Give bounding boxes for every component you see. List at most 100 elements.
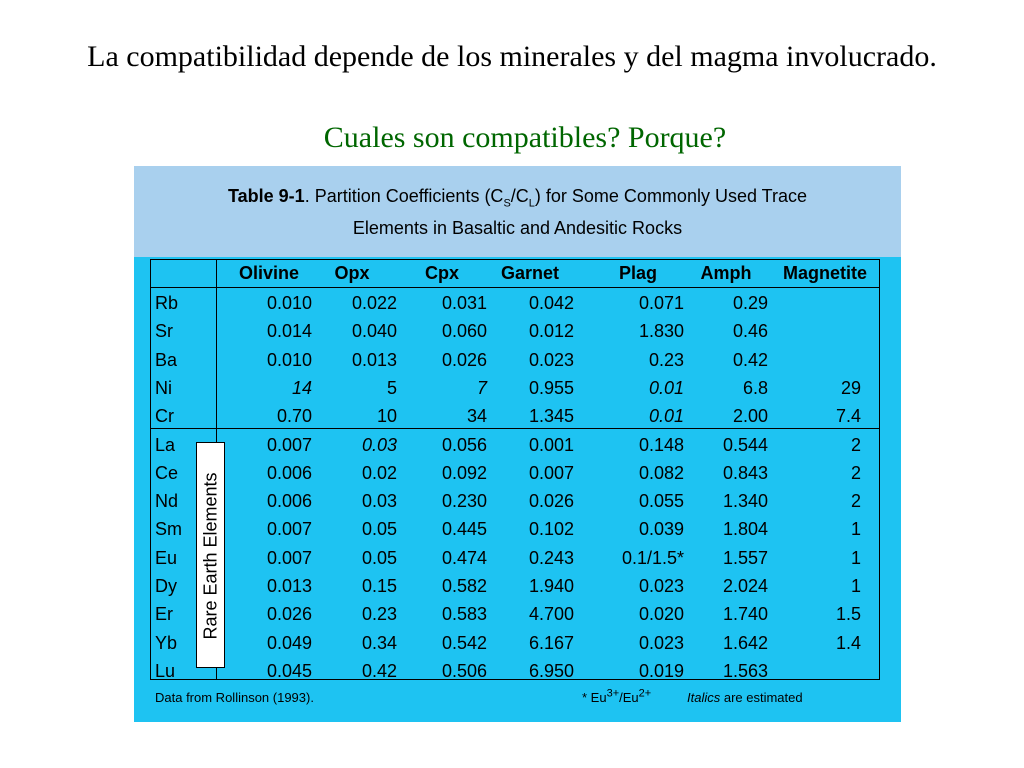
value-cell-la-magnetite: 2 [850,434,861,455]
column-header-plag: Plag [618,263,657,283]
value-cell-er-olivine: 0.026 [266,604,312,625]
value-cell-ce-amph: 0.843 [722,462,768,483]
value-cell-dy-cpx: 0.582 [441,576,487,596]
element-label-eu: Eu [155,547,178,568]
value-cell-yb-olivine: 0.049 [266,632,312,653]
element-label-sr: Sr [155,321,173,342]
value-cell-yb-magnetite: 1.4 [835,632,861,653]
column-header-olivine: Olivine [238,263,300,283]
value-cell-sr-opx: 0.040 [351,321,397,342]
element-label-lu: Lu [155,660,176,681]
value-cell-rb-garnet: 0.042 [528,293,574,313]
value-cell-eu-amph: 1.557 [722,547,768,568]
eu-note-text-a: * Eu [582,690,607,705]
value-cell-er-opx: 0.23 [361,604,397,625]
value-cell-rb-plag: 0.071 [638,293,684,313]
element-label-la: La [155,434,176,455]
element-label-sm: Sm [155,519,182,540]
element-label-yb: Yb [155,632,178,653]
value-cell-ce-plag: 0.082 [638,462,684,483]
value-cell-eu-plag: 0.1/1.5* [621,547,684,568]
eu-ratio-note: * Eu3+/Eu2+ [582,687,652,705]
data-source-note: Data from Rollinson (1993). [155,690,314,705]
value-cell-cr-garnet: 1.345 [528,406,574,427]
element-label-ni: Ni [155,377,172,398]
eu-note-text-b: /Eu [619,690,639,705]
value-cell-lu-garnet: 6.950 [528,660,574,681]
value-cell-dy-amph: 2.024 [722,576,768,596]
value-cell-yb-opx: 0.34 [361,632,397,653]
value-cell-la-amph: 0.544 [722,434,768,455]
value-cell-ni-opx: 5 [386,377,397,398]
value-cell-ni-magnetite: 29 [840,377,861,398]
value-cell-dy-opx: 0.15 [361,576,397,596]
column-header-amph: Amph [700,263,752,283]
value-cell-rb-opx: 0.022 [351,293,397,313]
value-cell-ce-cpx: 0.092 [441,462,487,483]
slide-title: La compatibilidad depende de los mineral… [87,40,937,73]
value-cell-sr-amph: 0.46 [732,321,768,342]
value-cell-la-cpx: 0.056 [441,434,487,455]
value-cell-ni-garnet: 0.955 [528,377,574,398]
caption-table-number: Table 9-1 [227,186,305,206]
value-cell-nd-opx: 0.03 [361,491,397,512]
value-cell-cr-olivine: 0.70 [276,406,312,427]
value-cell-nd-plag: 0.055 [638,491,684,512]
value-cell-la-opx: 0.03 [361,434,397,455]
value-cell-sm-olivine: 0.007 [266,519,312,540]
element-label-ba: Ba [155,349,178,370]
rare-earth-elements-label-box: Rare Earth Elements [196,442,225,668]
value-cell-yb-amph: 1.642 [722,632,768,653]
partition-coefficient-table: Rare Earth Elements Olivine Opx Cpx Garnet P… [150,259,880,681]
value-cell-dy-plag: 0.023 [638,576,684,596]
value-cell-dy-garnet: 1.940 [528,576,574,596]
value-cell-yb-garnet: 6.167 [528,632,574,653]
eu-note-sup-2: 2+ [638,687,652,700]
value-cell-ni-plag: 0.01 [648,377,684,398]
value-cell-sm-amph: 1.804 [722,519,768,540]
element-label-cr: Cr [155,406,174,427]
value-cell-nd-olivine: 0.006 [266,491,312,512]
value-cell-yb-cpx: 0.542 [441,632,487,653]
value-cell-lu-olivine: 0.045 [266,660,312,681]
value-cell-sm-magnetite: 1 [850,519,861,540]
column-header-garnet: Garnet [500,263,560,283]
value-cell-sr-plag: 1.830 [638,321,684,342]
value-cell-lu-amph: 1.563 [722,660,768,681]
value-cell-ba-plag: 0.23 [648,349,684,370]
table-caption: Table 9-1. Partition Coefficients (CS/CL… [134,166,901,257]
value-cell-cr-magnetite: 7.4 [835,406,861,427]
slide-subtitle: Cuales son compatibles? Porque? [323,121,727,154]
value-cell-ni-amph: 6.8 [742,377,768,398]
value-cell-ba-garnet: 0.023 [528,349,574,370]
caption-text-c: ) for Some Commonly Used Trace [534,186,807,206]
value-cell-eu-cpx: 0.474 [441,547,487,568]
value-cell-rb-cpx: 0.031 [441,293,487,313]
value-cell-eu-olivine: 0.007 [266,547,312,568]
value-cell-sm-cpx: 0.445 [441,519,487,540]
value-cell-ba-amph: 0.42 [732,349,768,370]
value-cell-ni-cpx: 7 [476,377,487,398]
column-header-opx: Opx [334,263,370,283]
value-cell-lu-cpx: 0.506 [441,660,487,681]
value-cell-lu-plag: 0.019 [638,660,684,681]
value-cell-yb-plag: 0.023 [638,632,684,653]
value-cell-nd-magnetite: 2 [850,491,861,512]
value-cell-eu-opx: 0.05 [361,547,397,568]
value-cell-er-plag: 0.020 [638,604,684,625]
caption-text-a: . Partition Coefficients (C [304,186,504,206]
value-cell-dy-olivine: 0.013 [266,576,312,596]
value-cell-ba-cpx: 0.026 [441,349,487,370]
value-cell-cr-plag: 0.01 [648,406,684,427]
caption-line-2: Elements in Basaltic and Andesitic Rocks [352,218,683,238]
element-label-rb: Rb [155,293,179,313]
italics-note: Italics are estimated [687,690,803,705]
element-label-er: Er [155,604,173,625]
value-cell-sr-cpx: 0.060 [441,321,487,342]
value-cell-cr-amph: 2.00 [732,406,768,427]
italics-note-rest: are estimated [720,690,803,705]
column-header-magnetite: Magnetite [782,263,867,283]
value-cell-ce-garnet: 0.007 [528,462,574,483]
value-cell-ce-olivine: 0.006 [266,462,312,483]
value-cell-lu-opx: 0.42 [361,660,397,681]
